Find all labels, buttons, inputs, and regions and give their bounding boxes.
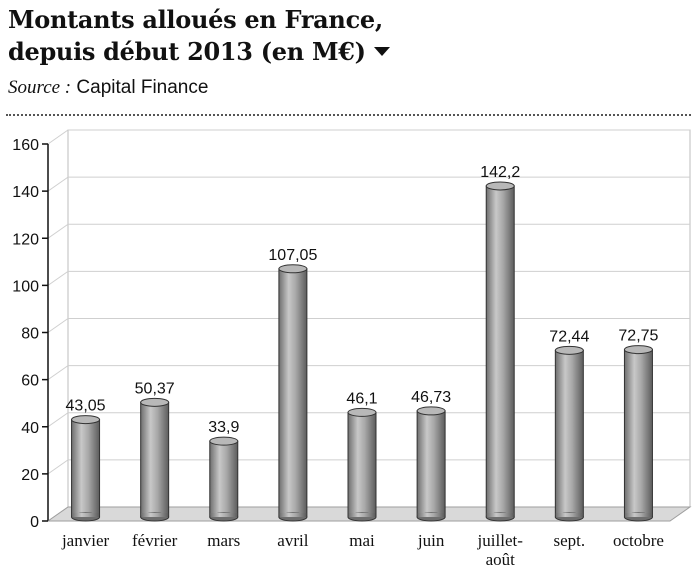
gridline-side (47, 412, 69, 428)
gridline-side (47, 270, 69, 286)
gridlines (47, 129, 690, 522)
bar (485, 185, 515, 518)
chart-title: Montants alloués en France, depuis début… (8, 4, 390, 68)
bar (140, 401, 170, 518)
bar-top (71, 415, 101, 425)
x-tick-label: janvier (61, 531, 110, 550)
x-tick-label: juin (417, 531, 445, 550)
x-axis-labels: janvier février mars avril mai juin juillet-ao… (61, 531, 664, 569)
title-line-1: Montants alloués en France, (8, 5, 383, 34)
bar (416, 410, 446, 518)
bar-top (554, 345, 584, 355)
value-labels: 43,05 50,37 33,9 107,05 46,1 46,73 142,2 72,44 7… (66, 164, 659, 436)
bar (71, 419, 101, 518)
y-tick-label: 120 (12, 231, 39, 248)
bar-base-cover (555, 513, 583, 517)
y-tick-label: 60 (21, 373, 39, 390)
bar (278, 268, 308, 518)
source-label: Source : (8, 77, 72, 98)
bar-base-cover (72, 513, 100, 517)
bar-top (347, 407, 377, 417)
gridline-side (47, 459, 69, 475)
x-tick-label: août (486, 550, 516, 569)
x-tick-label: octobre (613, 531, 664, 550)
bar-top (485, 181, 515, 191)
title-line-2-text: depuis début 2013 (en M€) (8, 37, 366, 66)
bar-top (623, 345, 653, 355)
data-label: 43,05 (66, 398, 106, 415)
bar-base-cover (486, 513, 514, 517)
x-tick-label: mai (349, 531, 375, 550)
x-tick-label: sept. (554, 531, 586, 550)
y-tick-label: 0 (30, 514, 39, 531)
x-tick-label: février (132, 531, 178, 550)
gridline-side (47, 365, 69, 381)
bar (209, 440, 239, 518)
bar-top (416, 406, 446, 416)
x-tick-label: juillet- (477, 531, 524, 550)
bar-base-cover (624, 513, 652, 517)
data-label: 46,1 (346, 390, 377, 407)
caret-down-icon (373, 47, 390, 56)
data-label: 72,44 (549, 328, 589, 345)
x-tick-label: avril (277, 531, 308, 550)
bar-base-cover (210, 513, 238, 517)
bar-top (140, 397, 170, 407)
dotted-divider (6, 114, 691, 116)
y-tick-label: 40 (21, 420, 39, 437)
y-tick-label: 160 (12, 137, 39, 154)
gridline-side (47, 176, 69, 192)
bar (554, 349, 584, 518)
bar-base-cover (141, 513, 169, 517)
title-line-2: depuis début 2013 (en M€) (8, 36, 390, 68)
bar-top (278, 264, 308, 274)
data-label: 72,75 (618, 328, 658, 345)
data-label: 46,73 (411, 389, 451, 406)
source-line: Source : Capital Finance (8, 77, 208, 99)
bar-base-cover (279, 513, 307, 517)
data-label: 107,05 (268, 247, 317, 264)
x-tick-label: mars (207, 531, 240, 550)
data-label: 33,9 (208, 419, 239, 436)
y-tick-label: 140 (12, 184, 39, 201)
y-tick-label: 80 (21, 326, 39, 343)
source-value: Capital Finance (76, 77, 209, 98)
data-label: 50,37 (135, 380, 175, 397)
data-label: 142,2 (480, 164, 520, 181)
bars (71, 181, 653, 522)
bar (623, 349, 653, 518)
gridline-side (47, 318, 69, 333)
y-tick-label: 20 (21, 467, 39, 484)
bar (347, 411, 377, 518)
gridline-side (47, 129, 69, 145)
gridline-side (47, 223, 69, 239)
bar-base-cover (348, 513, 376, 517)
bar-base-cover (417, 513, 445, 517)
bar-top (209, 436, 239, 446)
y-tick-label: 100 (12, 278, 39, 295)
